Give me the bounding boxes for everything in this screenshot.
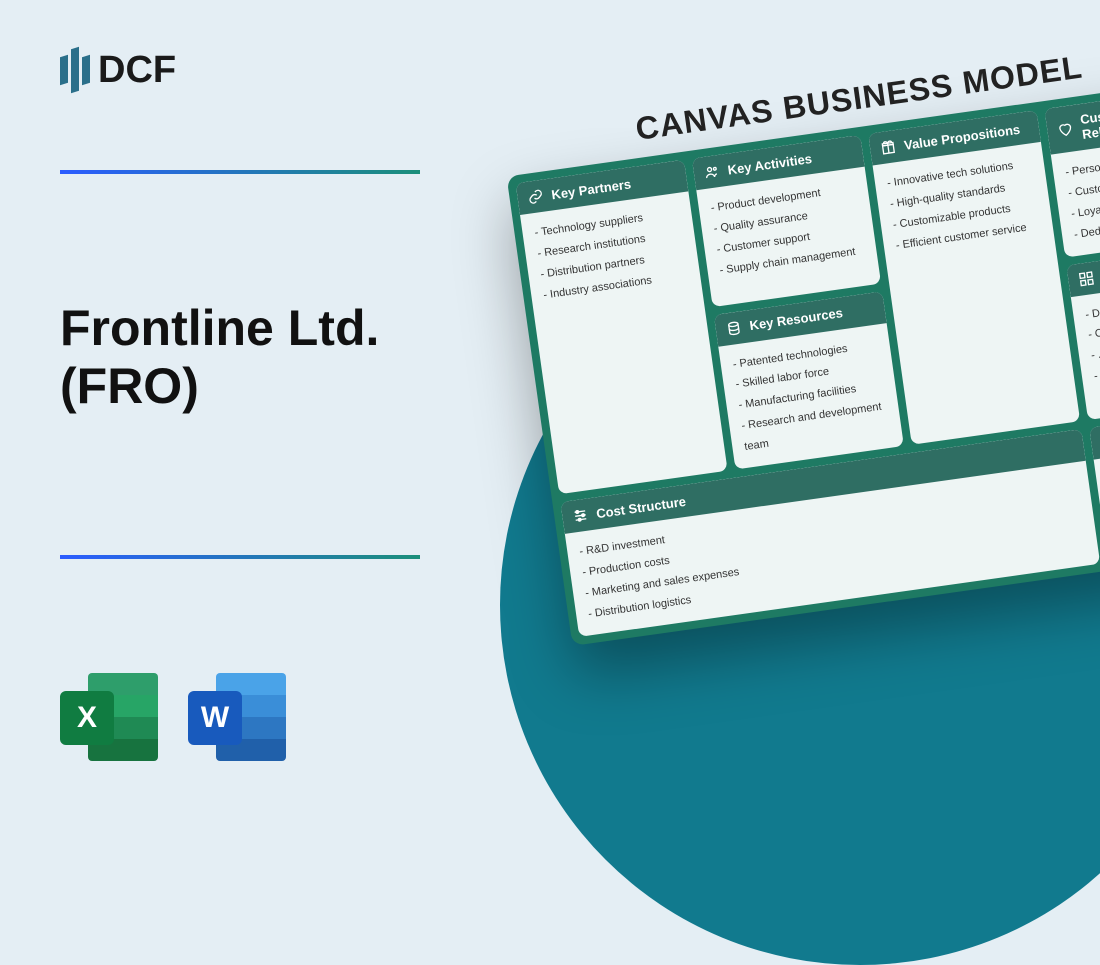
card-key-activities: Key Activities - Product development- Qu… bbox=[692, 135, 881, 307]
card-key-partners: Key Partners - Technology suppliers- Res… bbox=[516, 160, 728, 495]
page-title: Frontline Ltd. (FRO) bbox=[60, 300, 379, 415]
card-title: Key Activities bbox=[727, 150, 813, 177]
card-title: Customer Relationships bbox=[1079, 95, 1100, 142]
word-icon: W bbox=[188, 669, 288, 765]
database-icon bbox=[725, 319, 743, 337]
title-line-1: Frontline Ltd. bbox=[60, 300, 379, 358]
sliders-icon bbox=[571, 507, 589, 525]
canvas-board: CANVAS BUSINESS MODEL Key Partners - Tec… bbox=[500, 30, 1100, 646]
divider-bottom bbox=[60, 555, 420, 559]
card-title: Cost Structure bbox=[595, 493, 687, 520]
board-grid: Key Partners - Technology suppliers- Res… bbox=[507, 76, 1100, 645]
card-body: - Innovative tech solutions- High-qualit… bbox=[873, 142, 1056, 268]
link-icon bbox=[527, 188, 545, 206]
card-key-resources: Key Resources - Patented technologies- S… bbox=[714, 291, 904, 470]
card-body: - Product development- Quality assurance… bbox=[696, 167, 879, 293]
excel-badge: X bbox=[60, 691, 114, 745]
heart-icon bbox=[1056, 120, 1074, 138]
card-title: Key Resources bbox=[749, 305, 844, 333]
title-line-2: (FRO) bbox=[60, 358, 379, 416]
excel-icon: X bbox=[60, 669, 160, 765]
logo: DCF bbox=[60, 48, 176, 92]
card-value-propositions: Value Propositions - Innovative tech sol… bbox=[868, 110, 1080, 445]
word-badge: W bbox=[188, 691, 242, 745]
card-body: - Patented technologies- Skilled labor f… bbox=[718, 323, 904, 470]
gift-icon bbox=[879, 138, 897, 156]
divider-top bbox=[60, 170, 420, 174]
logo-text: DCF bbox=[98, 49, 176, 92]
card-body: - Technology suppliers- Research institu… bbox=[520, 191, 703, 317]
file-icons: X W bbox=[60, 669, 288, 765]
logo-bars-icon bbox=[60, 48, 90, 92]
people-icon bbox=[703, 163, 721, 181]
card-title: Key Partners bbox=[550, 176, 632, 202]
grid-icon bbox=[1077, 269, 1095, 287]
